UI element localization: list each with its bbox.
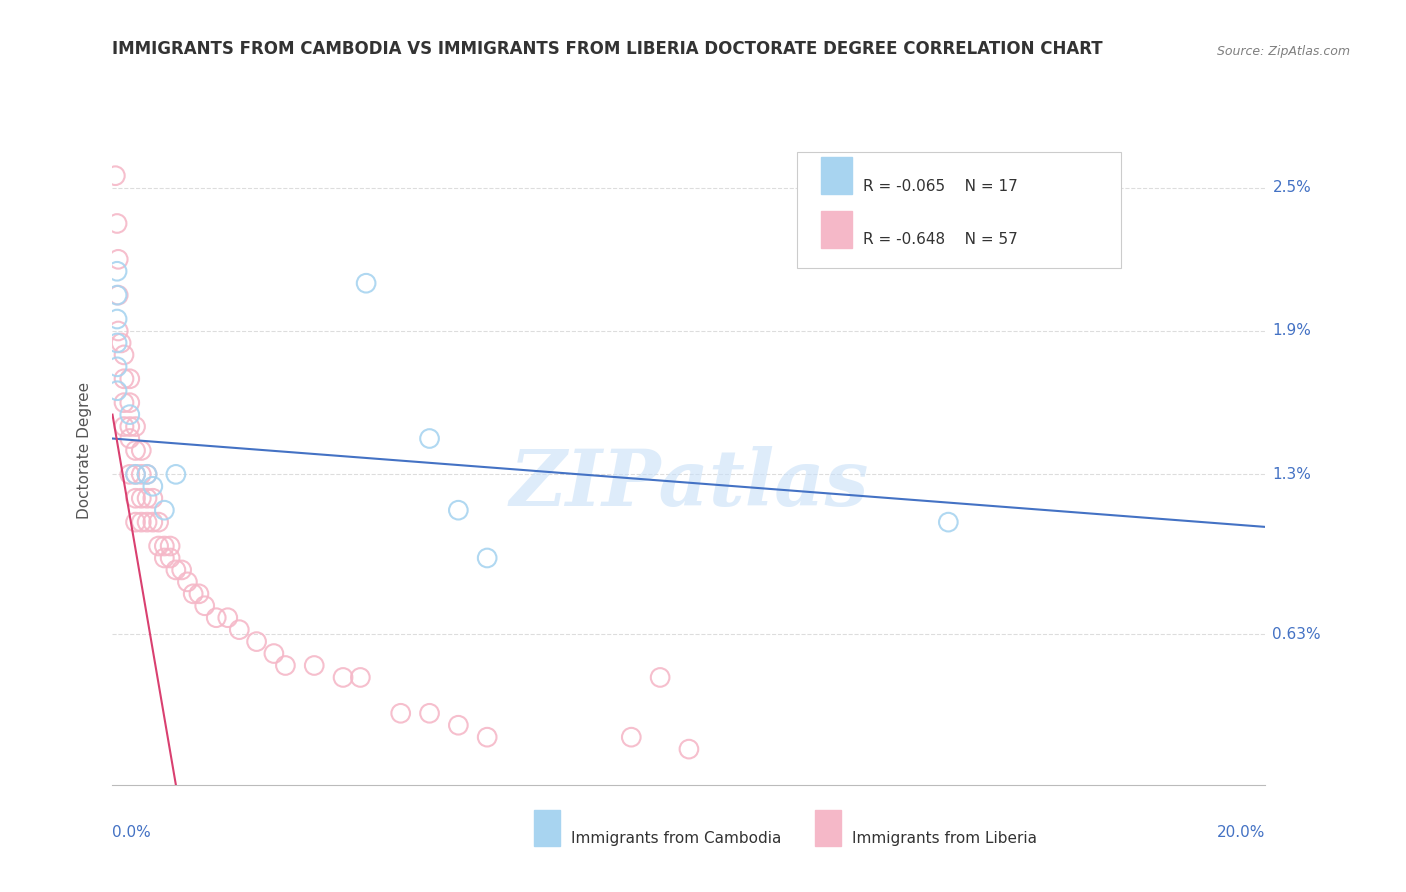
Point bbox=[475, 551, 498, 566]
Text: Immigrants from Cambodia: Immigrants from Cambodia bbox=[571, 831, 782, 846]
Point bbox=[148, 515, 170, 529]
Point bbox=[124, 467, 146, 482]
Text: R = -0.648    N = 57: R = -0.648 N = 57 bbox=[863, 233, 1018, 247]
Point bbox=[936, 515, 959, 529]
Point bbox=[112, 419, 135, 434]
Point bbox=[354, 276, 377, 290]
Point bbox=[107, 324, 129, 338]
Point bbox=[389, 706, 412, 721]
Point bbox=[124, 419, 146, 434]
Point bbox=[245, 634, 267, 648]
Point bbox=[118, 432, 141, 446]
Point bbox=[124, 491, 146, 506]
Point bbox=[165, 467, 187, 482]
Text: Source: ZipAtlas.com: Source: ZipAtlas.com bbox=[1216, 45, 1350, 58]
Point bbox=[170, 563, 193, 577]
Point bbox=[124, 443, 146, 458]
Point bbox=[165, 563, 187, 577]
Point bbox=[153, 503, 176, 517]
Point bbox=[112, 372, 135, 386]
Point bbox=[159, 551, 181, 566]
Text: ZIPatlas: ZIPatlas bbox=[509, 446, 869, 522]
Point bbox=[105, 217, 128, 231]
Point bbox=[142, 515, 165, 529]
Point bbox=[228, 623, 250, 637]
Point bbox=[153, 539, 176, 553]
Point bbox=[136, 491, 159, 506]
Point bbox=[124, 467, 146, 482]
Point bbox=[129, 443, 153, 458]
Point bbox=[304, 658, 326, 673]
Point bbox=[194, 599, 217, 613]
Point bbox=[447, 503, 470, 517]
Point bbox=[153, 551, 176, 566]
Point bbox=[124, 515, 146, 529]
Text: 2.5%: 2.5% bbox=[1272, 180, 1312, 195]
Point bbox=[136, 515, 159, 529]
Point bbox=[118, 395, 141, 409]
Point bbox=[142, 479, 165, 493]
Point bbox=[104, 169, 127, 183]
Point bbox=[159, 539, 181, 553]
Point bbox=[620, 730, 643, 744]
Text: 0.63%: 0.63% bbox=[1272, 627, 1322, 642]
Point bbox=[105, 312, 128, 326]
Point bbox=[181, 587, 204, 601]
Point bbox=[419, 706, 441, 721]
Point bbox=[105, 384, 128, 398]
Point bbox=[107, 252, 129, 267]
Point bbox=[129, 491, 153, 506]
Y-axis label: Doctorate Degree: Doctorate Degree bbox=[77, 382, 91, 519]
Point bbox=[105, 335, 128, 350]
Point bbox=[274, 658, 297, 673]
Point bbox=[118, 419, 141, 434]
Point bbox=[475, 730, 498, 744]
Point bbox=[105, 359, 128, 374]
Point bbox=[110, 335, 132, 350]
Point bbox=[118, 408, 141, 422]
Text: 0.0%: 0.0% bbox=[112, 825, 152, 840]
Point bbox=[447, 718, 470, 732]
Point bbox=[176, 574, 198, 589]
Point bbox=[105, 288, 128, 302]
Point bbox=[349, 670, 371, 684]
Text: 1.3%: 1.3% bbox=[1272, 467, 1312, 482]
Point bbox=[129, 467, 153, 482]
Point bbox=[142, 491, 165, 506]
Point bbox=[332, 670, 354, 684]
Point bbox=[678, 742, 700, 756]
Text: 20.0%: 20.0% bbox=[1218, 825, 1265, 840]
Text: 1.9%: 1.9% bbox=[1272, 324, 1312, 338]
Point bbox=[112, 348, 135, 362]
Point bbox=[188, 587, 211, 601]
Point bbox=[217, 610, 239, 624]
Text: IMMIGRANTS FROM CAMBODIA VS IMMIGRANTS FROM LIBERIA DOCTORATE DEGREE CORRELATION: IMMIGRANTS FROM CAMBODIA VS IMMIGRANTS F… bbox=[112, 40, 1104, 58]
Point bbox=[148, 539, 170, 553]
Point bbox=[112, 395, 135, 409]
Point bbox=[118, 372, 141, 386]
Text: R = -0.065    N = 17: R = -0.065 N = 17 bbox=[863, 179, 1018, 194]
Point bbox=[118, 467, 141, 482]
Point bbox=[648, 670, 672, 684]
Point bbox=[105, 264, 128, 278]
Text: Immigrants from Liberia: Immigrants from Liberia bbox=[852, 831, 1038, 846]
Point bbox=[263, 647, 285, 661]
Point bbox=[129, 515, 153, 529]
Point bbox=[419, 432, 441, 446]
Point bbox=[136, 467, 159, 482]
Point bbox=[107, 288, 129, 302]
Point bbox=[136, 467, 159, 482]
Point bbox=[205, 610, 228, 624]
